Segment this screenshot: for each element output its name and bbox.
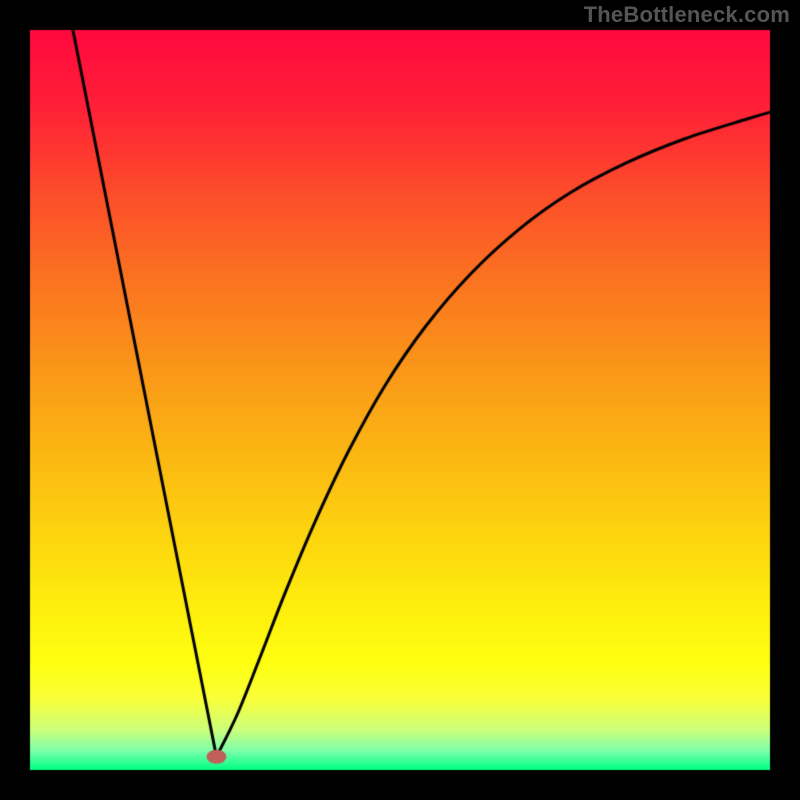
chart-root: TheBottleneck.com: [0, 0, 800, 800]
curve-canvas: [0, 0, 800, 800]
watermark-label: TheBottleneck.com: [584, 2, 790, 28]
